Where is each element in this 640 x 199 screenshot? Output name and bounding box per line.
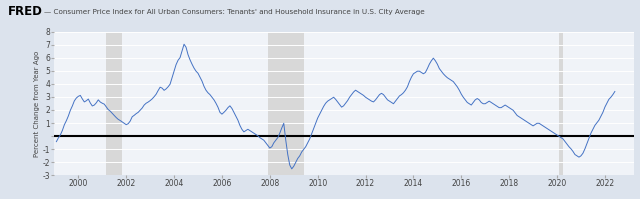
Bar xyxy=(106,32,122,175)
Text: FRED: FRED xyxy=(8,5,42,18)
Bar xyxy=(559,32,563,175)
Text: — Consumer Price Index for All Urban Consumers: Tenants' and Household Insurance: — Consumer Price Index for All Urban Con… xyxy=(44,9,424,15)
Y-axis label: Percent Change from Year Ago: Percent Change from Year Ago xyxy=(34,50,40,157)
Bar xyxy=(268,32,304,175)
